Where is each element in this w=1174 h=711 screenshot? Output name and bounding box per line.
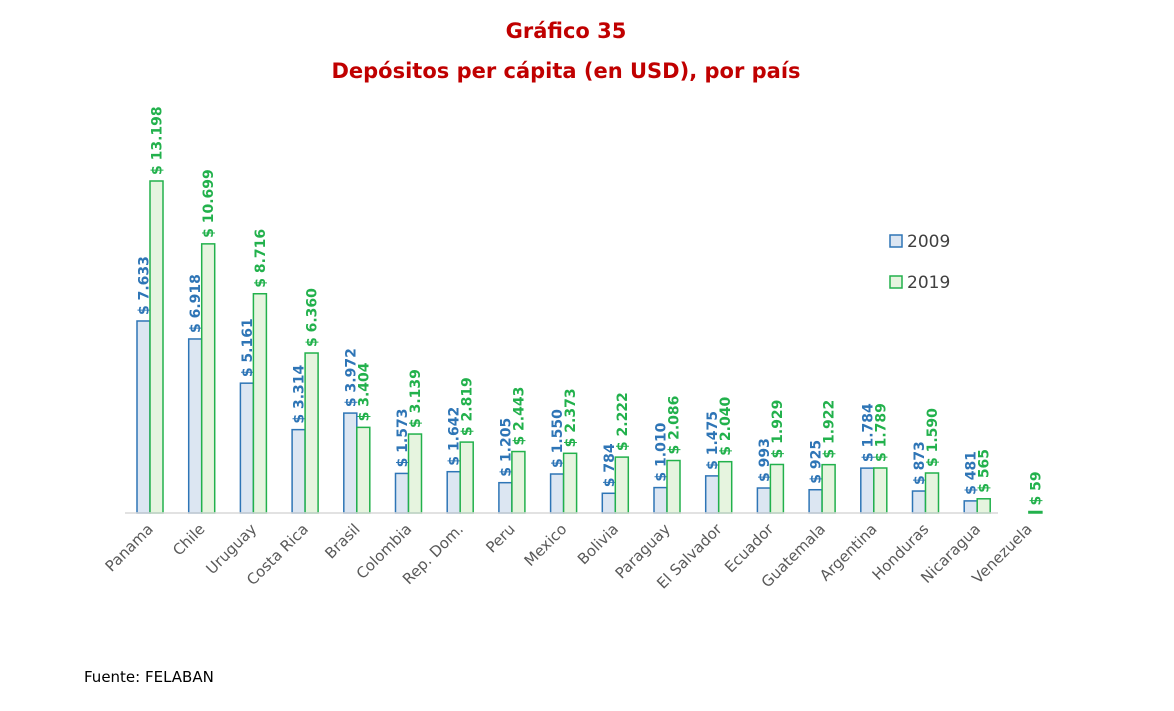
bar-2019-panama xyxy=(149,180,164,514)
data-label: $ 2.443 xyxy=(511,387,527,446)
chart-subtitle: Depósitos per cápita (en USD), por país xyxy=(331,59,800,83)
bar-2019-peru xyxy=(511,450,526,514)
data-label: $ 1.922 xyxy=(822,400,838,459)
data-label: $ 6.918 xyxy=(188,274,204,333)
bar-2019-uruguay xyxy=(252,292,268,514)
legend: 2009 2019 xyxy=(889,232,950,293)
bar-2009-ecuador xyxy=(756,487,772,514)
data-label: $ 2.086 xyxy=(667,396,683,455)
category-label: Panama xyxy=(102,520,157,575)
bar-2009-costa-rica xyxy=(291,428,306,514)
bar-2019-ecuador xyxy=(769,463,785,514)
category-label: Brasil xyxy=(321,520,363,562)
bar-2019-mexico xyxy=(562,452,578,514)
bar-2009-argentina xyxy=(860,467,875,514)
legend-swatch xyxy=(889,275,903,289)
bar-2009-panama xyxy=(136,320,151,514)
bar-2019-bolivia xyxy=(614,456,630,514)
data-label: $ 2.819 xyxy=(460,377,476,436)
data-label: $ 1.590 xyxy=(925,408,941,467)
bar-2019-colombia xyxy=(407,433,423,514)
bar-2009-guatemala xyxy=(808,488,823,514)
bar-2009-mexico xyxy=(549,473,565,514)
bar-2019-rep-dom- xyxy=(459,441,474,514)
bar-2009-colombia xyxy=(394,472,410,514)
data-label: $ 993 xyxy=(757,438,773,482)
bar-2019-chile xyxy=(200,243,216,514)
bar-2009-nicaragua xyxy=(963,500,978,514)
bar-2009-bolivia xyxy=(601,492,617,514)
category-label: Bolivia xyxy=(574,520,622,568)
data-label: $ 1.573 xyxy=(395,409,411,468)
data-label: $ 10.699 xyxy=(201,169,217,238)
bar-2009-honduras xyxy=(911,490,927,514)
data-label: $ 13.198 xyxy=(150,106,166,175)
bar-2009-uruguay xyxy=(239,382,255,514)
data-label: $ 1.784 xyxy=(860,403,876,462)
data-label: $ 873 xyxy=(912,441,928,485)
data-label: $ 2.222 xyxy=(615,392,631,451)
data-label: $ 1.642 xyxy=(447,407,463,466)
legend-label: 2009 xyxy=(907,232,950,252)
data-label: $ 1.550 xyxy=(550,409,566,468)
bar-2019-guatemala xyxy=(821,463,836,514)
bar-2009-rep-dom- xyxy=(446,470,461,514)
category-label: Peru xyxy=(482,520,518,556)
data-label: $ 565 xyxy=(977,449,993,493)
bar-2009-el-salvador xyxy=(704,475,720,514)
data-label: $ 1.475 xyxy=(705,411,721,470)
bar-2019-el-salvador xyxy=(717,460,733,514)
data-label: $ 3.972 xyxy=(343,348,359,407)
data-label: $ 7.633 xyxy=(137,256,153,315)
data-label: $ 2.040 xyxy=(718,397,734,456)
category-label: Chile xyxy=(169,520,208,559)
source-note: Fuente: FELABAN xyxy=(84,668,214,686)
bar-2009-peru xyxy=(498,481,513,514)
data-label: $ 784 xyxy=(602,443,618,487)
data-label: $ 925 xyxy=(809,440,825,484)
bar-2019-honduras xyxy=(924,472,940,514)
category-label: Mexico xyxy=(521,520,571,570)
data-label: $ 3.139 xyxy=(408,369,424,428)
data-label: $ 2.373 xyxy=(563,388,579,447)
legend-swatch xyxy=(889,234,903,248)
data-label: $ 1.789 xyxy=(873,403,889,462)
bar-2009-chile xyxy=(187,338,203,514)
data-label: $ 3.314 xyxy=(292,364,308,423)
data-label: $ 481 xyxy=(964,451,980,495)
data-label: $ 1.929 xyxy=(770,400,786,459)
data-label: $ 8.716 xyxy=(253,229,269,288)
bar-2009-brasil xyxy=(343,412,358,514)
data-label: $ 5.161 xyxy=(240,318,256,377)
data-label: $ 6.360 xyxy=(305,288,321,347)
bar-2019-brasil xyxy=(356,426,371,514)
data-label: $ 3.404 xyxy=(356,362,372,421)
bar-2019-paraguay xyxy=(666,459,681,514)
bar-2019-argentina xyxy=(873,467,888,514)
data-label: $ 59 xyxy=(1028,471,1044,505)
bar-2019-nicaragua xyxy=(976,498,991,514)
legend-label: 2019 xyxy=(907,273,950,293)
chart-title: Gráfico 35 xyxy=(506,19,627,43)
data-label: $ 1.205 xyxy=(498,418,514,477)
bar-2009-paraguay xyxy=(653,486,668,514)
bar-2019-venezuela xyxy=(1028,510,1043,514)
data-label: $ 1.010 xyxy=(654,422,670,481)
bar-2019-costa-rica xyxy=(304,352,319,514)
